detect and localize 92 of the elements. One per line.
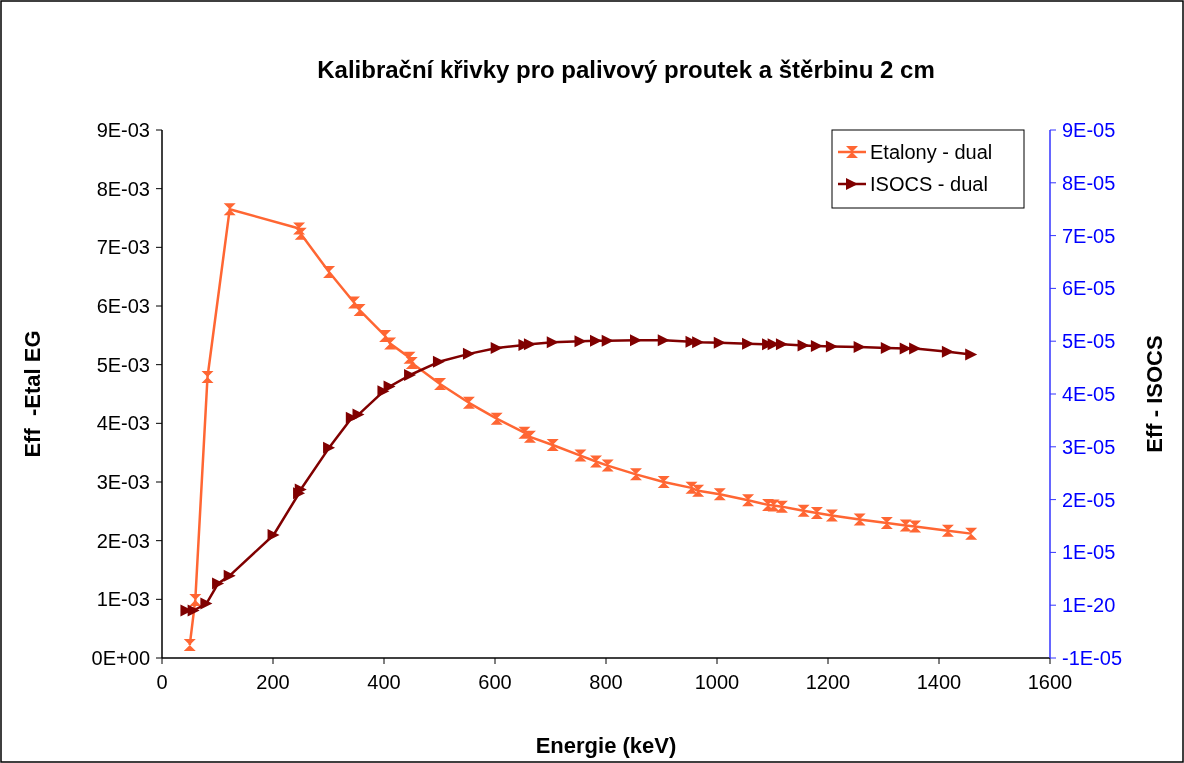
point: [590, 455, 603, 468]
legend-label: ISOCS - dual: [870, 173, 988, 195]
x-tick-label: 1600: [1027, 671, 1073, 693]
x-tick-label: 1200: [805, 671, 851, 693]
point: [212, 577, 225, 590]
point: [965, 348, 978, 361]
point: [629, 334, 642, 347]
point: [775, 338, 788, 351]
x-axis-title: Energie (keV): [535, 733, 677, 758]
point: [941, 524, 954, 537]
y-tick-label: 3E-03: [96, 471, 150, 493]
point: [490, 412, 503, 425]
point: [267, 528, 280, 541]
point: [657, 334, 670, 347]
y2-tick-label: 1E-05: [1062, 541, 1116, 564]
x-tick-label: 1000: [694, 671, 740, 693]
point: [546, 439, 559, 452]
point: [825, 340, 838, 353]
x-tick-label: 0: [156, 671, 168, 693]
point: [692, 484, 705, 497]
point: [574, 449, 587, 462]
y-tick-label: 0E+00: [91, 647, 150, 669]
point: [353, 304, 366, 317]
point: [462, 347, 475, 360]
chart-title: Kalibrační křivky pro palivový proutek a štěrbinu 2 cm: [317, 56, 935, 83]
point: [523, 338, 536, 351]
y2-tick-label: 4E-05: [1062, 383, 1116, 405]
point: [853, 513, 866, 526]
point: [405, 356, 418, 369]
point: [523, 430, 536, 443]
point: [200, 597, 213, 610]
y-tick-label: 5E-03: [96, 353, 150, 376]
y2-tick-label: 5E-05: [1062, 330, 1116, 353]
point: [775, 500, 788, 513]
point: [692, 336, 705, 349]
point: [941, 345, 954, 358]
point: [657, 476, 670, 488]
point: [899, 519, 912, 532]
point: [323, 265, 336, 278]
point: [797, 339, 810, 352]
y2-tick-label: 3E-05: [1062, 435, 1116, 458]
point: [384, 337, 397, 350]
point: [352, 408, 365, 421]
y2-tick-label: 9E-05: [1062, 119, 1116, 141]
y-tick-label: 2E-03: [96, 529, 150, 552]
y-tick-label: 7E-03: [96, 236, 150, 259]
y2-axis-title: Eff - ISOCS: [1142, 335, 1167, 453]
point: [432, 355, 445, 368]
y-tick-label: 9E-03: [96, 119, 150, 141]
x-tick-label: 1400: [916, 671, 962, 693]
point: [601, 459, 614, 472]
x-tick-label: 400: [367, 671, 401, 693]
point: [825, 509, 838, 522]
point: [490, 342, 503, 355]
point: [323, 441, 336, 454]
point: [601, 334, 614, 347]
y-tick-label: 6E-03: [96, 295, 150, 317]
point: [965, 527, 978, 540]
point: [201, 370, 214, 383]
point: [189, 593, 202, 606]
x-tick-label: 600: [478, 671, 512, 693]
point: [462, 396, 475, 409]
x-tick-label: 200: [256, 671, 290, 693]
y-tick-label: 4E-03: [96, 412, 150, 435]
y-tick-label: 1E-03: [96, 588, 150, 611]
point: [187, 604, 200, 617]
point: [713, 488, 726, 501]
point: [434, 378, 447, 391]
y2-tick-label: 1E-20: [1062, 594, 1116, 617]
x-tick-label: 800: [589, 671, 623, 693]
y2-tick-label: 6E-05: [1062, 277, 1116, 300]
point: [223, 203, 236, 216]
point: [909, 520, 922, 533]
point: [797, 504, 810, 517]
point: [767, 499, 780, 512]
y2-tick-label: 2E-05: [1062, 488, 1116, 511]
y2-tick-label: 7E-05: [1062, 224, 1116, 247]
point: [810, 507, 823, 520]
point: [629, 468, 642, 481]
point: [404, 368, 417, 381]
point: [880, 517, 893, 530]
y-tick-label: 8E-03: [96, 177, 150, 200]
y2-tick-label: 8E-05: [1062, 171, 1116, 194]
point: [742, 494, 755, 507]
point: [223, 569, 236, 582]
point: [518, 426, 531, 439]
point: [183, 639, 196, 652]
legend-label: Etalony - dual: [870, 141, 993, 163]
point: [294, 227, 307, 240]
y2-tick-label: -1E-05: [1062, 647, 1123, 669]
y-axis-title: Eff -Etal EG: [20, 330, 45, 458]
point: [685, 481, 698, 494]
